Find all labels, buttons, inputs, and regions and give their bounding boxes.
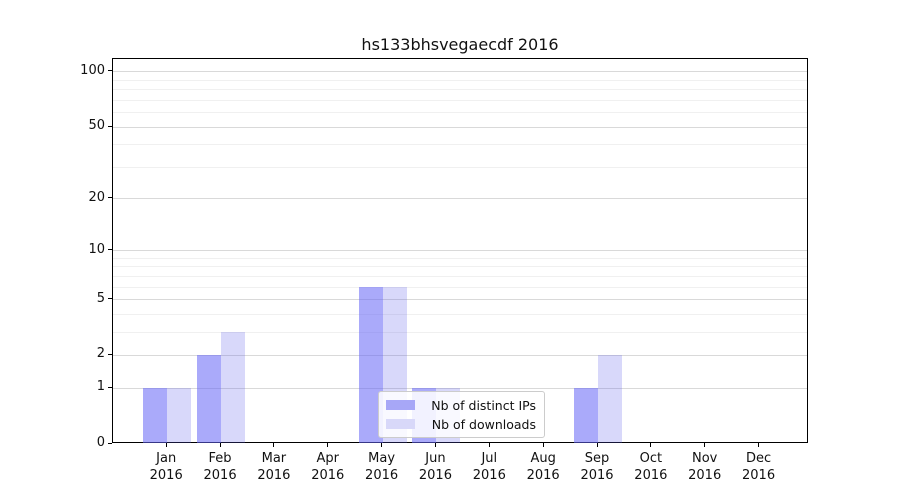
x-tick-label: Feb 2016 [203,451,237,483]
legend-label: Nb of downloads [431,416,536,432]
bar-nb-of-distinct-ips [197,355,222,443]
y-tick-label: 0 [96,435,105,450]
x-tick-mark [220,443,221,447]
grid-line-major [113,127,807,128]
x-tick-label: May 2016 [365,451,399,483]
x-tick-mark [543,443,544,447]
y-tick-mark [108,298,112,299]
legend-swatch-icon [386,400,415,410]
y-tick-mark [108,197,112,198]
grid-line-major [113,71,807,72]
y-tick-mark [108,387,112,388]
y-tick-mark [108,249,112,250]
x-tick-mark [435,443,436,447]
y-tick-label: 5 [96,290,105,306]
x-tick-label: Jun 2016 [418,451,452,483]
x-tick-mark [327,443,328,447]
x-tick-mark [597,443,598,447]
x-tick-label: Oct 2016 [634,451,668,483]
plot-area [112,58,808,443]
x-tick-label: Dec 2016 [742,451,776,483]
y-tick-label: 2 [96,346,105,362]
grid-line-minor [113,167,807,168]
legend: Nb of distinct IPs Nb of downloads [378,391,545,438]
x-tick-label: Apr 2016 [311,451,345,483]
x-tick-mark [758,443,759,447]
legend-label: Nb of distinct IPs [431,397,536,413]
y-tick-mark [108,443,112,444]
y-tick-label: 1 [96,379,105,395]
x-tick-label: Nov 2016 [688,451,722,483]
y-tick-label: 20 [88,189,105,205]
grid-line-major [113,355,807,356]
x-tick-mark [704,443,705,447]
grid-line-minor [113,266,807,267]
grid-line-minor [113,314,807,315]
x-tick-label: Mar 2016 [257,451,291,483]
x-tick-mark [166,443,167,447]
grid-line-minor [113,332,807,333]
grid-line-minor [113,287,807,288]
x-tick-mark [650,443,651,447]
grid-line-minor [113,258,807,259]
grid-line-major [113,299,807,300]
x-tick-label: Jan 2016 [149,451,183,483]
grid-line-minor [113,112,807,113]
grid-line-minor [113,100,807,101]
y-tick-label: 10 [88,241,105,257]
grid-line-minor [113,80,807,81]
y-tick-mark [108,70,112,71]
bar-nb-of-distinct-ips [574,388,598,443]
grid-line-major [113,388,807,389]
y-tick-label: 100 [80,62,105,78]
grid-line-major [113,250,807,251]
y-tick-label: 50 [88,118,105,134]
x-tick-mark [489,443,490,447]
grid-line-minor [113,89,807,90]
x-tick-mark [381,443,382,447]
grid-line-minor [113,144,807,145]
grid-line-minor [113,276,807,277]
legend-item: Nb of downloads [386,417,536,432]
legend-swatch-icon [386,419,415,429]
x-tick-mark [273,443,274,447]
x-tick-label: Sep 2016 [580,451,614,483]
x-tick-label: Jul 2016 [472,451,506,483]
y-tick-mark [108,354,112,355]
grid-line-major [113,198,807,199]
y-tick-mark [108,126,112,127]
x-tick-label: Aug 2016 [526,451,560,483]
legend-item: Nb of distinct IPs [386,398,536,413]
bar-nb-of-downloads [167,388,192,443]
bar-nb-of-downloads [598,355,622,443]
bar-nb-of-distinct-ips [143,388,168,443]
chart-title: hs133bhsvegaecdf 2016 [361,35,559,54]
bar-nb-of-downloads [221,332,246,443]
